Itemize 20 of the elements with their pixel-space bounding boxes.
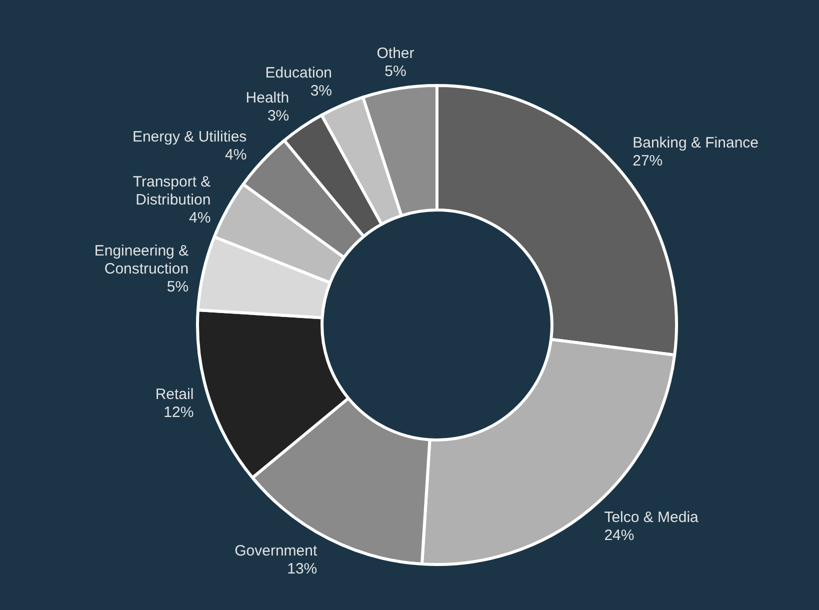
data-label: 4% bbox=[189, 210, 211, 227]
data-label: 4% bbox=[224, 146, 247, 164]
data-label: 5% bbox=[384, 63, 406, 80]
slice-label: Energy & Utilities bbox=[132, 128, 247, 146]
data-label: 5% bbox=[166, 278, 189, 296]
data-label: 24% bbox=[604, 527, 634, 544]
slice-label: Other bbox=[376, 45, 414, 62]
data-label: 27% bbox=[632, 152, 663, 170]
slice-label: Transport & Distribution bbox=[132, 174, 211, 209]
data-label: 3% bbox=[267, 108, 290, 125]
data-label: 12% bbox=[164, 404, 194, 422]
slice-label: Telco & Media bbox=[604, 509, 700, 526]
slice-label: Education bbox=[265, 64, 332, 82]
slice-label: Banking & Finance bbox=[632, 134, 759, 152]
slice-label: Government bbox=[234, 542, 318, 560]
slice-label: Retail bbox=[155, 386, 194, 404]
slice-label: Health bbox=[246, 90, 290, 107]
data-label: 13% bbox=[287, 560, 318, 578]
slice-label: Engineering & Construction bbox=[94, 242, 189, 278]
data-label: 3% bbox=[310, 82, 332, 100]
